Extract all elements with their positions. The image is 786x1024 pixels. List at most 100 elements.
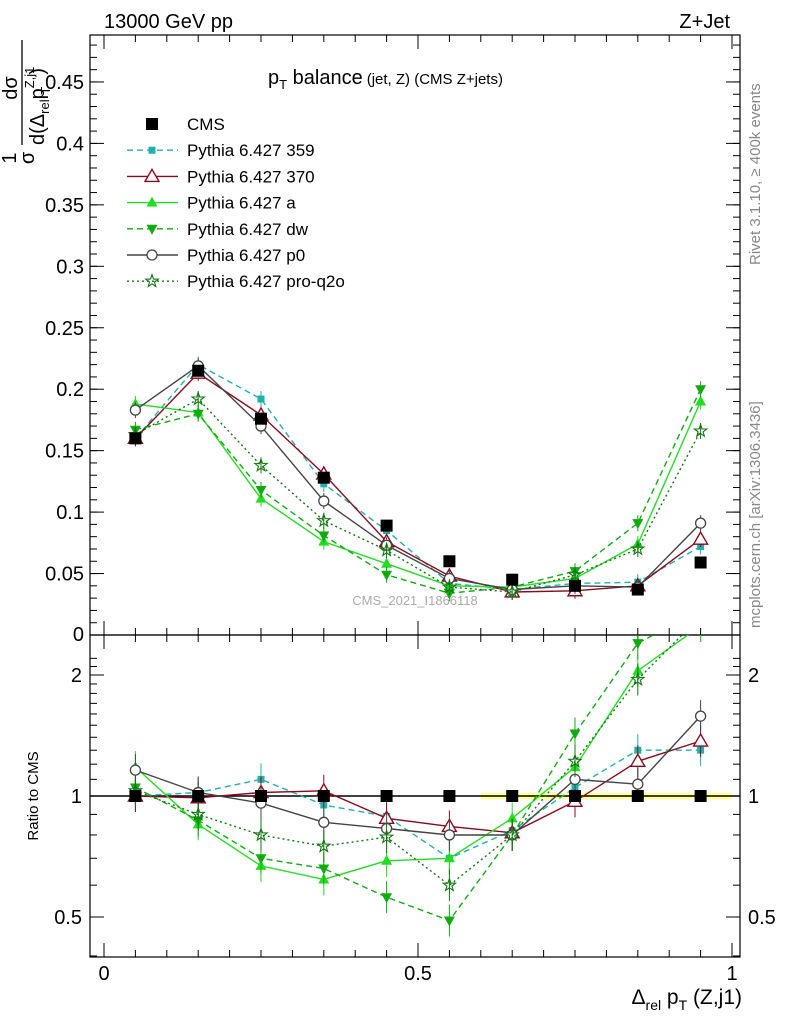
ratio-point-pq2o xyxy=(567,753,583,768)
legend-label-CMS: CMS xyxy=(187,115,225,134)
ratio-series-pq2o xyxy=(127,610,706,902)
point-CMS xyxy=(380,519,393,532)
legend-marker-p370 xyxy=(143,168,161,183)
ratio-point-pp0 xyxy=(632,778,644,790)
legend-entry-CMS: CMS xyxy=(146,115,225,134)
point-pq2o xyxy=(190,390,206,406)
legend-entry-pa: Pythia 6.427 a xyxy=(127,194,296,213)
point-pq2o xyxy=(504,583,520,599)
series-pp0 xyxy=(129,357,707,598)
series-line-p370 xyxy=(134,372,702,593)
point-pdw xyxy=(381,570,393,581)
ratio-point-pp0 xyxy=(318,816,330,828)
ratio-point-pdw xyxy=(695,606,706,616)
plot-title: pT balance (jet, Z) (CMS Z+jets) xyxy=(268,67,503,92)
point-pq2o xyxy=(378,541,395,557)
main-ytick-zero-label: 0 xyxy=(73,624,84,646)
x-axis-label: Δrel pT (Z,j1) xyxy=(632,986,743,1013)
y-axis-label-top: 1 σ dσ d(ΔrelpZ,j1T) xyxy=(0,40,53,164)
legend-label-p359: Pythia 6.427 359 xyxy=(187,141,315,160)
ratio-point-CMS xyxy=(443,790,456,802)
ratio-point-pp0 xyxy=(694,710,707,722)
series-line-pdw xyxy=(135,388,702,594)
ratio-point-pa xyxy=(381,854,393,865)
point-pq2o xyxy=(253,457,269,473)
ratio-series xyxy=(127,606,709,937)
point-CMS xyxy=(506,573,519,586)
ratio-ytick-label: 1 xyxy=(71,786,82,808)
legend-label-p370: Pythia 6.427 370 xyxy=(187,167,315,186)
ratio-point-pp0 xyxy=(129,764,142,776)
legend-entry-p359: Pythia 6.427 359 xyxy=(127,141,315,160)
point-pq2o xyxy=(567,566,583,582)
legend-entry-p370: Pythia 6.427 370 xyxy=(127,167,315,186)
mcplots-label: mcplots.cern.ch [arXiv:1306.3436] xyxy=(747,401,764,628)
ratio-point-pq2o xyxy=(441,876,458,892)
ratio-series-p359 xyxy=(131,734,705,875)
ratio-ytick-label: 0.5 xyxy=(54,907,82,929)
legend-marker-pq2o xyxy=(144,272,160,288)
series-line-pq2o xyxy=(135,398,702,593)
point-CMS xyxy=(192,364,205,377)
legend-marker-pdw xyxy=(146,224,158,235)
ratio-point-CMS xyxy=(317,790,330,802)
ratio-point-p370 xyxy=(692,732,709,747)
ratio-point-CMS xyxy=(192,790,205,802)
legend-entry-pdw: Pythia 6.427 dw xyxy=(127,220,309,239)
main-ytick-label: 0.05 xyxy=(45,564,84,586)
main-ytick-label: 0.1 xyxy=(56,502,84,524)
main-axes: 0.05 0.1 0.15 0.2 0.25 0.3 0.35 0.4 0.45 0 xyxy=(45,35,740,646)
svg-text:d(ΔrelpZ,j1T): d(ΔrelpZ,j1T) xyxy=(22,67,53,145)
header-left: 13000 GeV pp xyxy=(104,11,233,33)
ratio-point-pa xyxy=(506,812,518,823)
point-CMS xyxy=(317,471,330,484)
ratio-point-pq2o xyxy=(378,828,395,844)
ratio-point-pdw xyxy=(632,639,644,650)
ratio-series-pa xyxy=(129,635,702,896)
ratio-point-pp0 xyxy=(443,829,456,841)
ratio-point-pq2o xyxy=(694,610,706,622)
main-ytick-label: 0.4 xyxy=(56,133,84,155)
ratio-line-pdw xyxy=(135,635,655,922)
ratio-point-pq2o xyxy=(316,837,332,853)
point-p370 xyxy=(692,530,709,545)
ratio-point-CMS xyxy=(380,790,393,802)
point-CMS xyxy=(694,556,707,569)
ratio-ytick-label: 2 xyxy=(71,665,82,687)
point-pq2o xyxy=(316,512,332,528)
series-pdw xyxy=(129,381,707,602)
ratio-line-p370 xyxy=(135,740,701,834)
legend-entry-pq2o: Pythia 6.427 pro-q2o xyxy=(127,272,345,291)
ratio-point-pq2o xyxy=(190,806,206,822)
ratio-point-CMS xyxy=(569,790,581,802)
point-pq2o xyxy=(692,422,709,438)
legend-marker-p359 xyxy=(148,146,156,154)
series-pa xyxy=(129,393,707,596)
legend-label-pdw: Pythia 6.427 dw xyxy=(187,220,309,239)
ratio-point-p370 xyxy=(629,752,647,767)
ratio-series-CMS xyxy=(129,790,707,802)
ratio-line-pp0 xyxy=(135,715,702,836)
legend-label-pq2o: Pythia 6.427 pro-q2o xyxy=(187,272,345,291)
legend-marker-pa xyxy=(146,196,158,207)
point-pp0 xyxy=(694,517,707,529)
ratio-point-pdw xyxy=(569,729,581,740)
svg-text:σ: σ xyxy=(17,151,39,164)
point-pdw xyxy=(695,385,707,396)
legend-marker-pp0 xyxy=(146,249,158,261)
ratio-line-p359 xyxy=(135,749,701,860)
ratio-point-pdw xyxy=(443,916,455,927)
ratio-point-CMS xyxy=(631,790,644,802)
series-pq2o xyxy=(127,390,709,600)
main-ytick-label: 0.3 xyxy=(56,256,84,278)
ratio-point-CMS xyxy=(506,790,519,802)
ratio-point-pdw xyxy=(255,854,267,865)
series-p370 xyxy=(127,364,709,600)
ratio-ytick-label-right: 0.5 xyxy=(748,907,776,929)
main-series xyxy=(127,356,709,602)
main-ytick-label: 0.15 xyxy=(45,441,84,463)
ratio-ytick-label-right: 1 xyxy=(748,786,759,808)
ratio-point-CMS xyxy=(255,790,267,802)
ratio-point-pq2o xyxy=(630,671,646,687)
